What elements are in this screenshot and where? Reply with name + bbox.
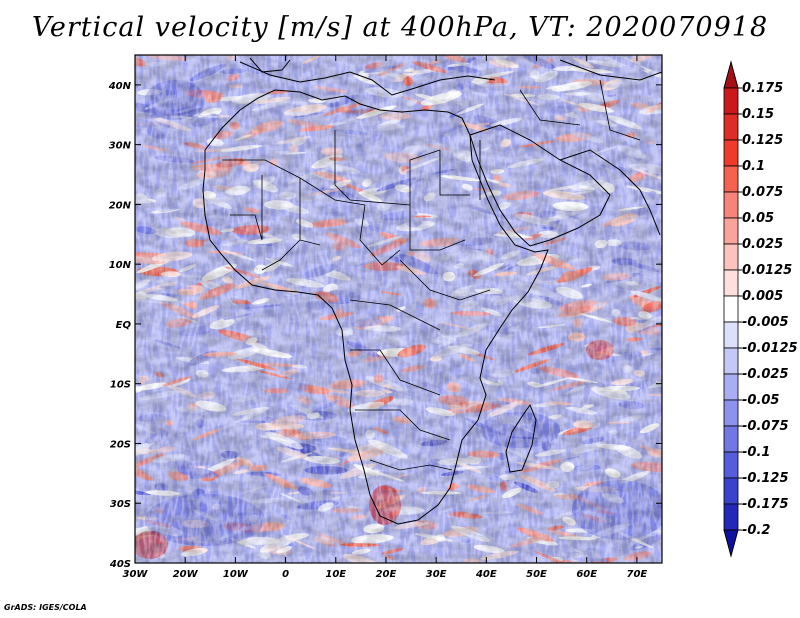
- colorbar-swatch: [723, 139, 739, 167]
- lon-tick-label: 30W: [123, 569, 149, 580]
- colorbar-label: -0.025: [742, 367, 789, 382]
- lon-tick-label: 40E: [475, 569, 497, 580]
- plot-frame: [134, 54, 663, 564]
- lat-tick-label: 40S: [109, 559, 131, 570]
- colorbar-label: -0.005: [742, 315, 789, 330]
- colorbar-label: -0.2: [742, 523, 770, 538]
- colorbar-label: 0.15: [742, 107, 774, 122]
- colorbar-label: 0.175: [742, 81, 783, 96]
- colorbar-swatch: [723, 451, 739, 479]
- colorbar-swatch: [723, 373, 739, 401]
- colorbar-swatch: [723, 347, 739, 375]
- lat-tick-label: EQ: [116, 320, 132, 331]
- coastlines: [202, 57, 662, 525]
- colorbar-swatch: [723, 243, 739, 271]
- colorbar-swatch: [723, 87, 739, 115]
- country-borders: [222, 79, 641, 471]
- lat-tick-label: 10S: [110, 380, 131, 391]
- colorbar-swatch: [723, 477, 739, 505]
- colorbar-swatch: [723, 425, 739, 453]
- colorbar-label: 0.05: [742, 211, 774, 226]
- colorbar-label: -0.0125: [742, 341, 798, 356]
- lat-tick-label: 30S: [110, 499, 131, 510]
- lon-tick-label: 60E: [576, 569, 597, 580]
- lon-tick-label: 10W: [223, 569, 249, 580]
- colorbar-label: -0.05: [742, 393, 779, 408]
- colorbar-swatch: [723, 217, 739, 245]
- lon-tick-label: 30E: [426, 569, 447, 580]
- lat-tick-label: 20N: [109, 200, 132, 211]
- latitude-axis: 40N 30N 20N 10N EQ 10S 20S 30S 40S: [108, 81, 662, 570]
- lon-tick-label: 50E: [526, 569, 547, 580]
- colorbar-label: -0.1: [742, 445, 770, 460]
- map-title: Vertical velocity [m/s] at 400hPa, VT: 2…: [31, 12, 769, 43]
- credit-text: GrADS: IGES/COLA: [4, 603, 87, 612]
- colorbar-swatch: [723, 295, 739, 323]
- colorbar-swatch: [723, 269, 739, 297]
- colorbar-label: -0.125: [742, 471, 789, 486]
- lat-tick-label: 20S: [110, 439, 131, 450]
- lat-tick-label: 40N: [108, 81, 132, 92]
- lon-tick-label: 70E: [627, 569, 648, 580]
- colorbar-label: 0.0125: [742, 263, 792, 278]
- colorbar-swatch: [723, 503, 739, 531]
- colorbar-label: 0.1: [742, 159, 765, 174]
- lon-tick-label: 20W: [173, 569, 199, 580]
- colorbar-bottom-arrow: [723, 529, 739, 558]
- longitude-axis: 30W 20W 10W 0 10E 20E 30E 40E 50E 60E 70E: [123, 55, 648, 580]
- colorbar-top-arrow: [723, 60, 739, 89]
- colorbar-label: 0.005: [742, 289, 783, 304]
- colorbar-label: 0.075: [742, 185, 783, 200]
- lon-tick-label: 0: [282, 569, 289, 580]
- plot-area: [135, 55, 662, 563]
- colorbar-swatch: [723, 165, 739, 193]
- colorbar-swatch: [723, 399, 739, 427]
- colorbar-label: -0.175: [742, 497, 789, 512]
- colorbar-label: 0.125: [742, 133, 783, 148]
- colorbar: 0.175 0.15 0.125 0.1 0.075 0.05 0.025 0.0125 0.0…: [723, 60, 798, 558]
- colorbar-label: 0.025: [742, 237, 783, 252]
- lon-tick-label: 20E: [376, 569, 397, 580]
- lon-tick-label: 10E: [325, 569, 346, 580]
- colorbar-swatch: [723, 321, 739, 349]
- lat-tick-label: 30N: [109, 141, 132, 152]
- lat-tick-label: 10N: [109, 260, 132, 271]
- colorbar-swatch: [723, 113, 739, 141]
- colorbar-label: -0.075: [742, 419, 789, 434]
- colorbar-swatch: [723, 191, 739, 219]
